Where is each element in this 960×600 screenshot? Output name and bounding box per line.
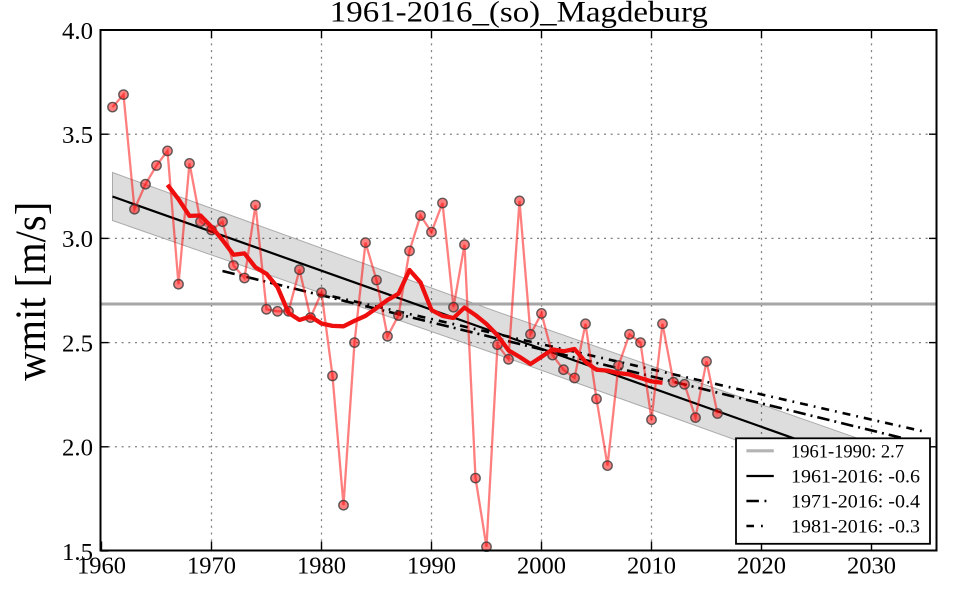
svg-text:3.0: 3.0 — [62, 227, 93, 253]
svg-text:2000: 2000 — [517, 554, 566, 580]
svg-text:2.0: 2.0 — [62, 436, 93, 462]
svg-text:1980: 1980 — [297, 554, 346, 580]
svg-text:2030: 2030 — [847, 554, 896, 580]
svg-text:4.0: 4.0 — [62, 19, 93, 45]
svg-text:3.5: 3.5 — [62, 123, 93, 149]
svg-text:1981-2016: -0.3: 1981-2016: -0.3 — [791, 517, 920, 538]
svg-text:1961-2016: -0.6: 1961-2016: -0.6 — [791, 467, 920, 488]
svg-text:1970: 1970 — [187, 554, 236, 580]
svg-text:1.5: 1.5 — [62, 540, 93, 566]
svg-text:2.5: 2.5 — [62, 331, 93, 357]
svg-text:2010: 2010 — [627, 554, 676, 580]
svg-text:1971-2016: -0.4: 1971-2016: -0.4 — [791, 492, 921, 513]
svg-text:wmit [m/s]: wmit [m/s] — [8, 202, 55, 381]
svg-text:2020: 2020 — [737, 554, 786, 580]
svg-text:1990: 1990 — [407, 554, 456, 580]
svg-text:1961-2016_(so)_Magdeburg: 1961-2016_(so)_Magdeburg — [330, 0, 708, 29]
svg-text:1960: 1960 — [77, 554, 126, 580]
svg-text:1961-1990: 2.7: 1961-1990: 2.7 — [791, 442, 904, 463]
